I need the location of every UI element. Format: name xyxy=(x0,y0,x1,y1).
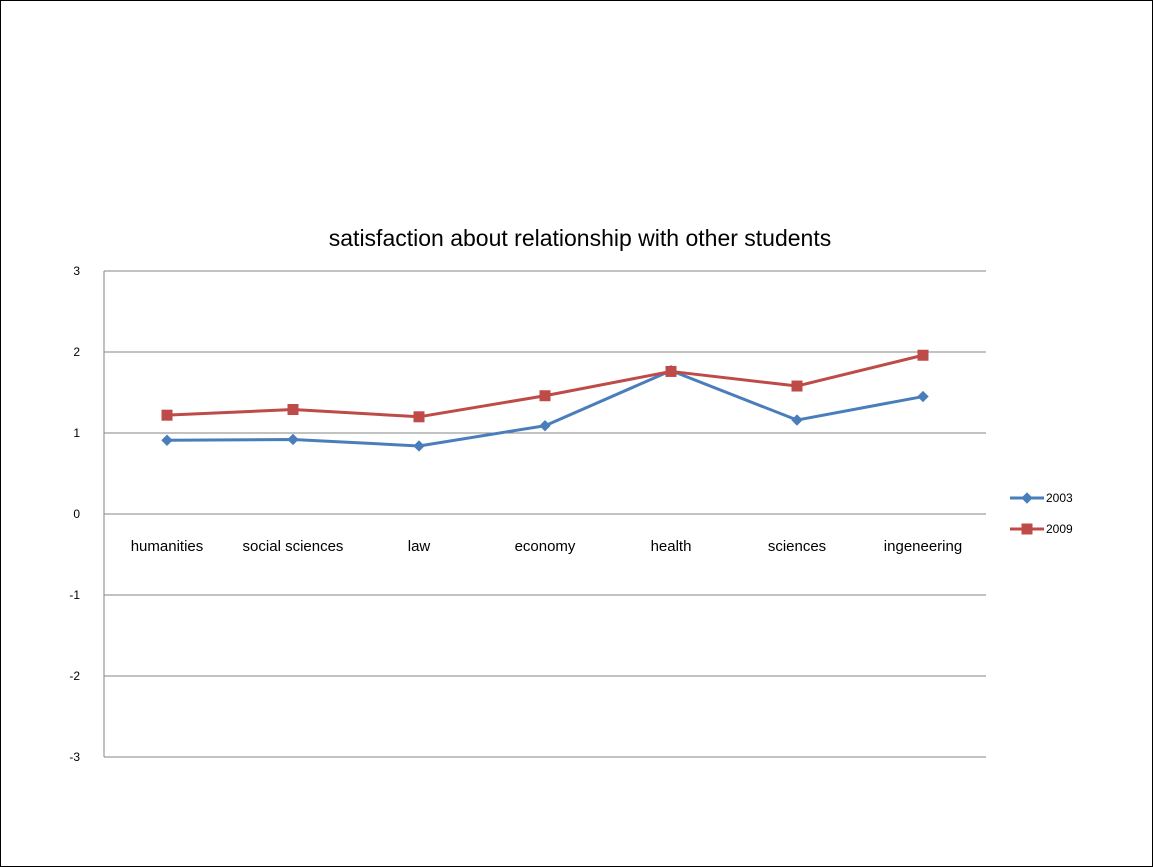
y-tick-label: -1 xyxy=(69,588,80,602)
data-point-2003 xyxy=(539,420,551,432)
data-point-2009 xyxy=(161,409,173,421)
category-labels: humanities social sciences law economy healt… xyxy=(131,538,962,555)
category-label: social sciences xyxy=(243,538,344,555)
legend-marker-2009 xyxy=(1021,523,1033,535)
data-point-2003 xyxy=(791,414,803,426)
data-point-2009 xyxy=(917,349,929,361)
y-tick-label: 2 xyxy=(73,345,80,359)
data-point-2009 xyxy=(539,390,551,402)
data-point-2009 xyxy=(791,380,803,392)
gridlines xyxy=(103,270,986,758)
data-point-2009 xyxy=(287,404,299,416)
data-point-2003 xyxy=(917,390,929,403)
category-label: law xyxy=(408,538,431,555)
series-markers xyxy=(161,349,929,452)
data-point-2009 xyxy=(413,411,425,423)
legend-label: 2009 xyxy=(1046,522,1073,536)
y-axis-ticks: 3 2 1 0 -1 -2 -3 xyxy=(69,264,80,764)
y-tick-label: 1 xyxy=(73,426,80,440)
data-point-2003 xyxy=(287,433,299,446)
series-line-2009 xyxy=(166,353,924,419)
chart-title: satisfaction about relationship with oth… xyxy=(329,225,831,251)
y-tick-label: -2 xyxy=(69,669,80,683)
category-label: ingeneering xyxy=(884,538,962,555)
legend-label: 2003 xyxy=(1046,491,1073,505)
data-point-2009 xyxy=(665,365,677,377)
y-tick-label: 0 xyxy=(73,507,80,521)
category-label: economy xyxy=(515,538,576,555)
legend-marker-2003 xyxy=(1021,492,1033,504)
data-point-2003 xyxy=(161,434,173,446)
data-point-2003 xyxy=(413,440,425,452)
category-label: humanities xyxy=(131,538,204,555)
y-tick-label: 3 xyxy=(73,264,80,278)
category-label: health xyxy=(651,538,692,555)
legend: 2003 2009 xyxy=(1010,491,1073,536)
category-label: sciences xyxy=(768,538,826,555)
y-tick-label: -3 xyxy=(69,750,80,764)
